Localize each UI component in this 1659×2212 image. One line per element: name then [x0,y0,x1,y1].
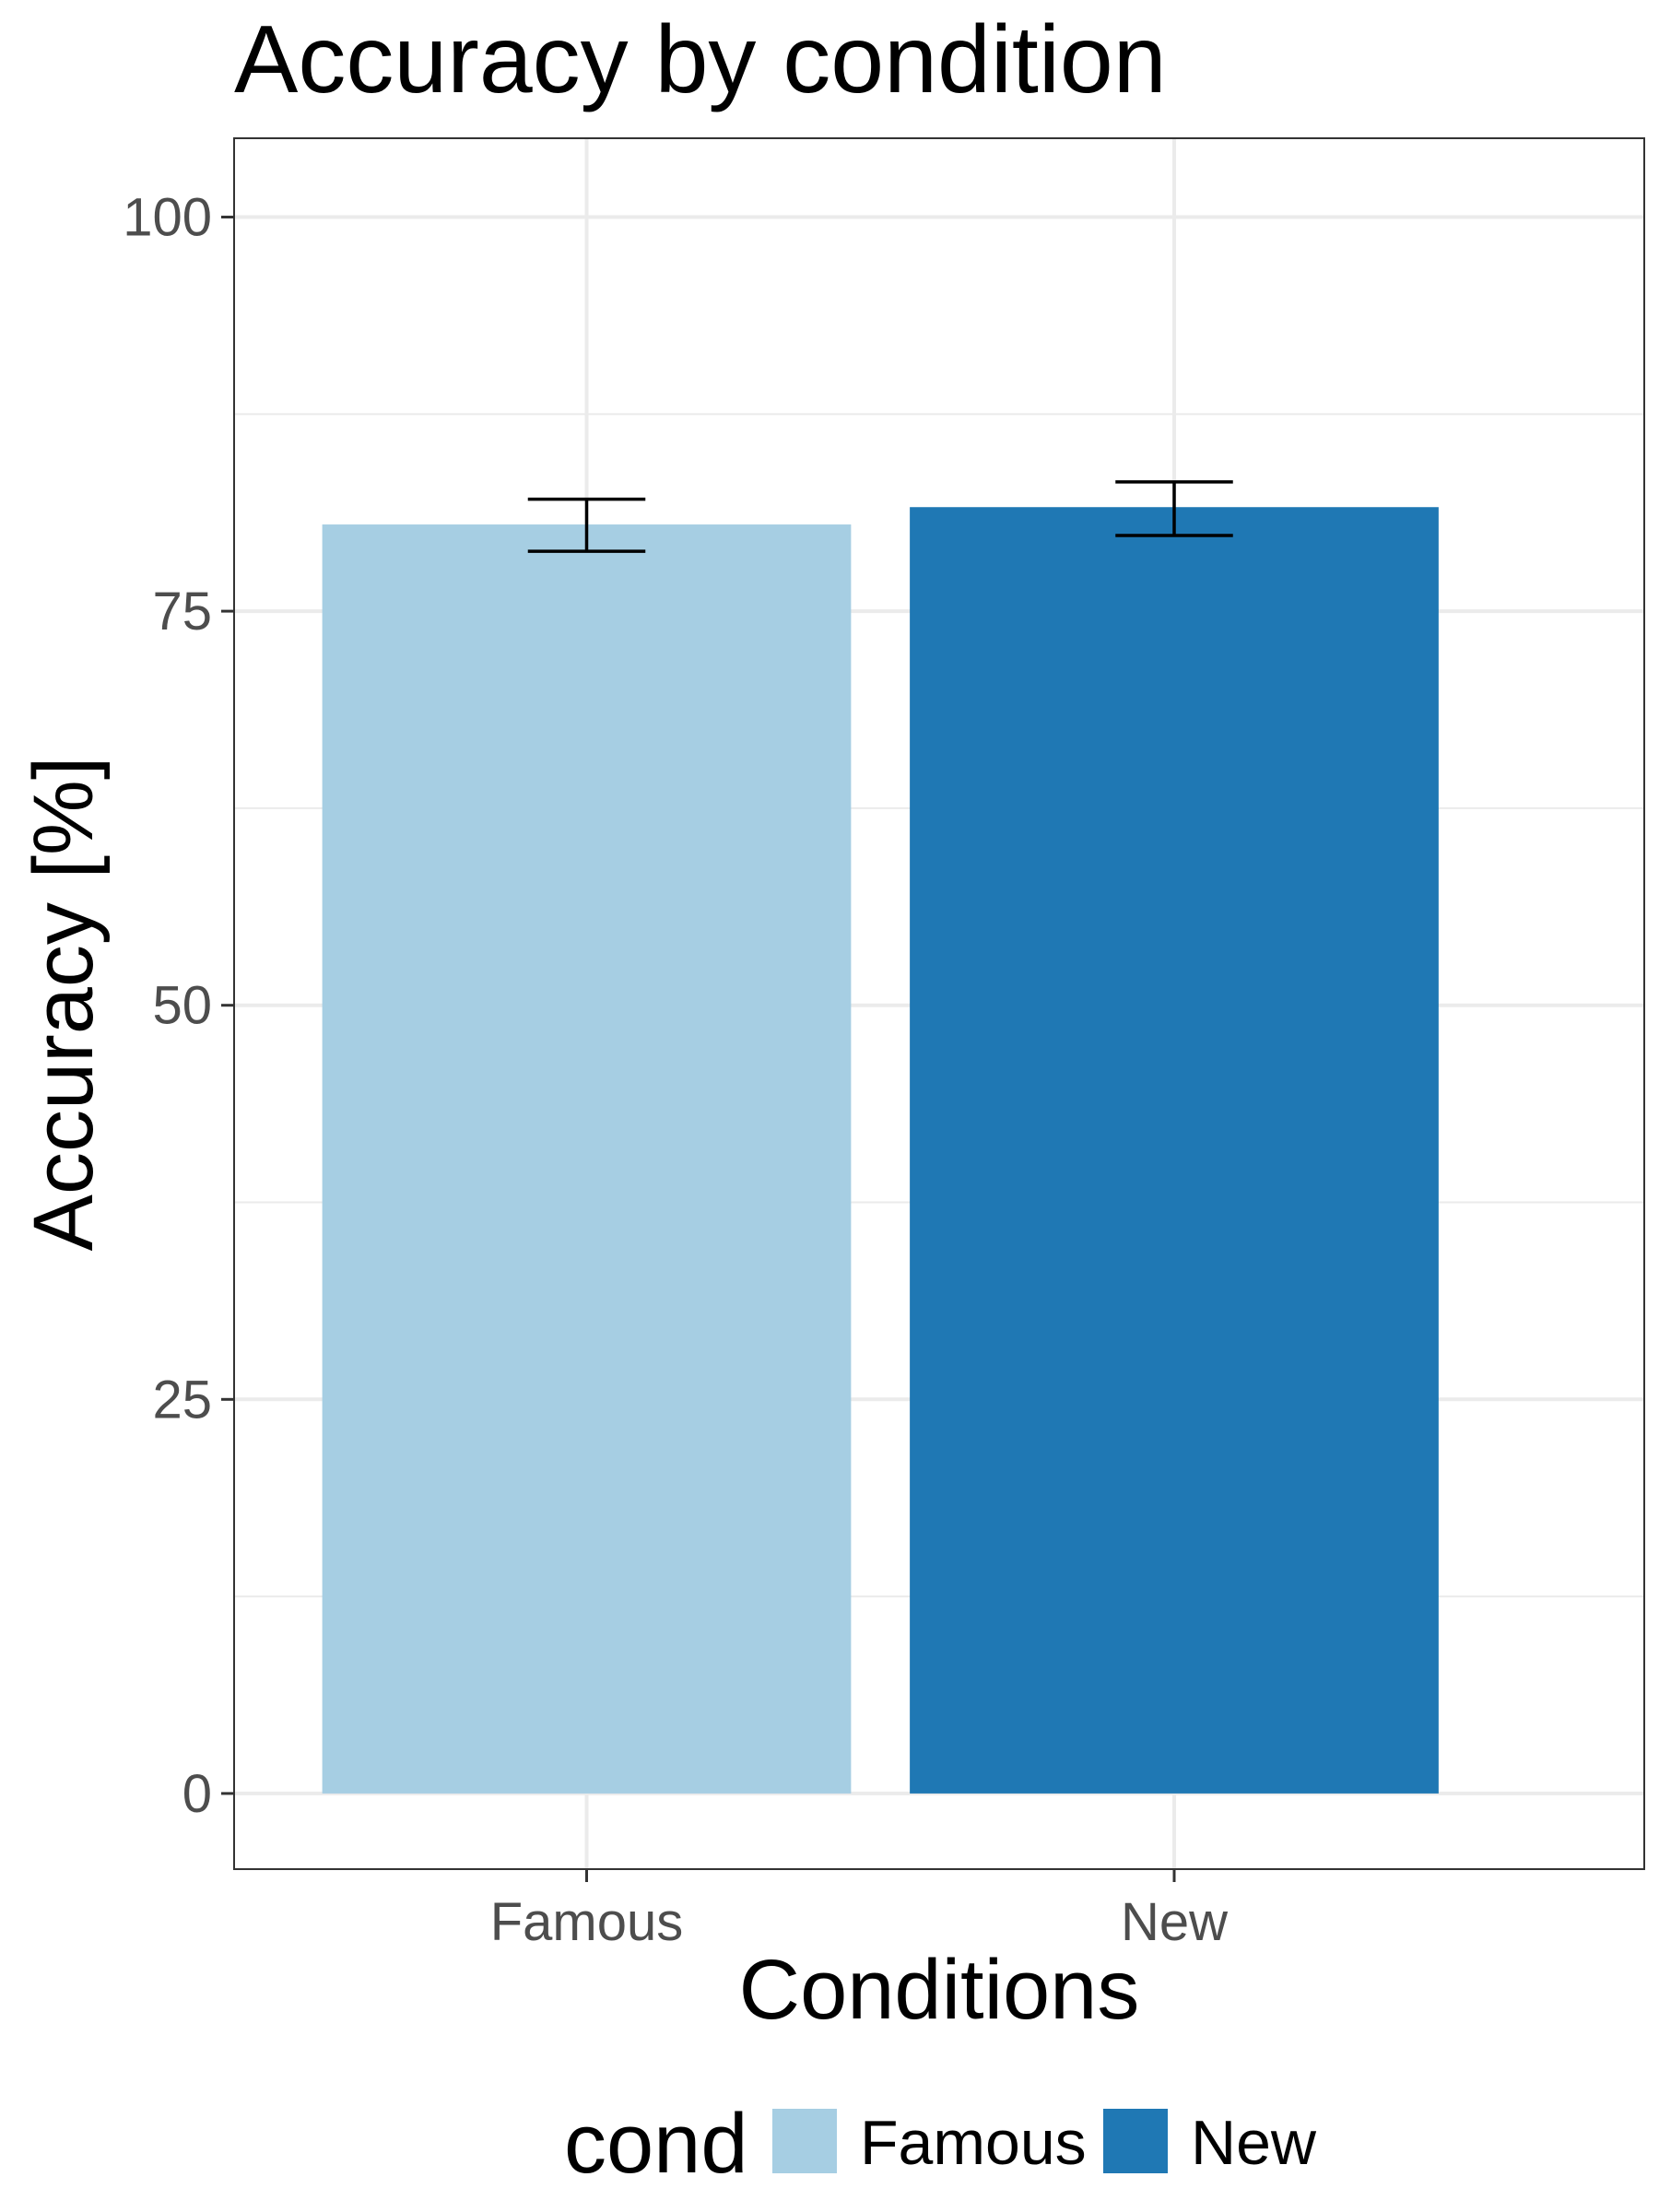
error-bars [527,480,1233,553]
y-tick-label: 25 [152,1370,212,1430]
x-tick-label: New [1121,1892,1229,1952]
x-tick-label: Famous [490,1892,684,1952]
legend: cond Famous New [564,2097,1317,2191]
y-tick-label: 75 [152,582,212,641]
y-tick-label: 0 [182,1764,212,1824]
y-axis-title: Accuracy [%] [17,757,111,1252]
panel-border [233,137,1645,1870]
error-bar-new [1115,480,1233,537]
y-tick-label: 100 [123,188,212,248]
legend-label: New [1191,2108,1317,2178]
x-axis-ticks: Famous New [490,1869,1229,1952]
legend-label: Famous [860,2108,1087,2178]
y-tick-label: 50 [152,976,212,1036]
legend-key [772,2109,837,2173]
bar-famous [322,524,852,1794]
bars [322,507,1439,1794]
error-bar-famous [527,497,646,553]
chart-title: Accuracy by condition [234,6,1167,113]
bar-new [910,507,1439,1794]
legend-item-new: New [1103,2108,1317,2178]
legend-title: cond [564,2097,748,2191]
legend-entries: Famous New [772,2108,1317,2178]
x-axis-title: Conditions [739,1943,1140,2037]
legend-key [1103,2109,1168,2173]
legend-item-famous: Famous [772,2108,1087,2178]
y-axis-ticks: 0 25 50 75 100 [123,188,234,1824]
